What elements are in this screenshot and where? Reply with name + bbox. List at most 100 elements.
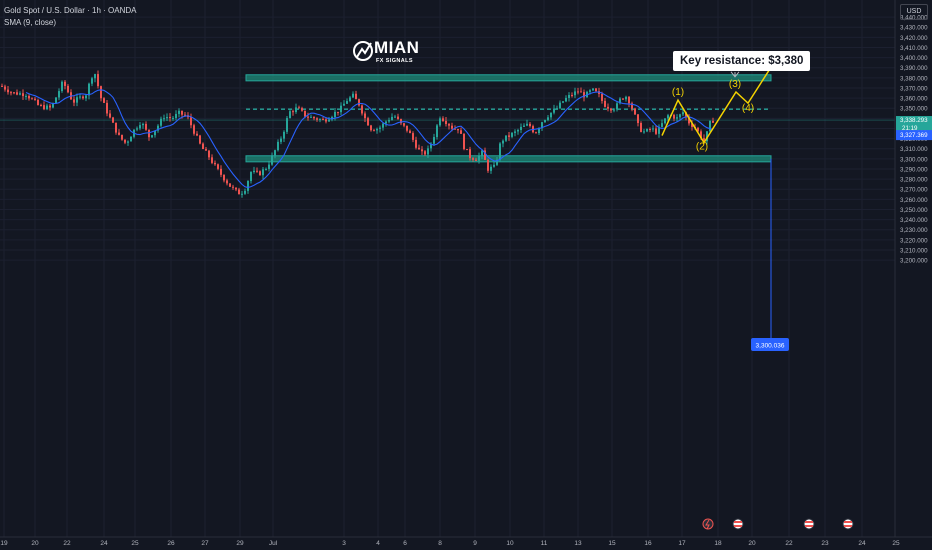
candle-up	[328, 119, 330, 122]
economic-event-flag-icon[interactable]	[842, 518, 854, 530]
candle-up	[247, 181, 249, 191]
flag-stripe	[844, 525, 852, 527]
candle-up	[136, 128, 138, 130]
sma-price-tag	[896, 130, 932, 141]
candle-up	[382, 123, 384, 128]
candle-up	[343, 103, 345, 106]
candle-down	[304, 110, 306, 117]
candle-down	[193, 125, 195, 134]
candle-up	[175, 113, 177, 119]
price-tick-label: 3,400.000	[900, 55, 928, 62]
candle-up	[706, 131, 708, 142]
candle-down	[43, 105, 45, 110]
candle-down	[415, 139, 417, 148]
candle-down	[703, 138, 705, 142]
currency-button[interactable]: USD	[900, 4, 928, 20]
candle-up	[295, 107, 297, 113]
candle-up	[163, 118, 165, 120]
candle-down	[337, 111, 339, 113]
candle-up	[646, 129, 648, 132]
price-tick-label: 3,270.000	[900, 187, 928, 194]
candle-up	[166, 117, 168, 119]
candle-down	[457, 128, 459, 131]
candle-down	[655, 128, 657, 134]
candle-up	[352, 93, 354, 98]
candle-down	[640, 123, 642, 132]
candle-up	[652, 128, 654, 130]
candle-down	[448, 124, 450, 126]
candle-up	[538, 128, 540, 134]
candle-down	[169, 117, 171, 119]
candle-down	[73, 99, 75, 103]
candle-up	[142, 123, 144, 126]
candle-up	[559, 102, 561, 109]
candle-down	[181, 110, 183, 115]
time-tick-label: 27	[201, 540, 209, 547]
candle-down	[148, 129, 150, 138]
candle-down	[577, 91, 579, 93]
candle-down	[472, 158, 474, 160]
economic-event-flag-icon[interactable]	[732, 518, 744, 530]
candle-down	[622, 98, 624, 100]
wave-label-4: (4)	[742, 103, 754, 114]
candle-down	[28, 95, 30, 99]
candle-down	[373, 130, 375, 132]
candle-up	[85, 95, 87, 99]
candle-down	[361, 105, 363, 114]
last-price-tag	[896, 116, 932, 134]
price-tick-label: 3,310.000	[900, 146, 928, 153]
candle-down	[232, 186, 234, 188]
candle-up	[520, 126, 522, 131]
callout-arrowhead-icon	[730, 71, 740, 78]
price-tick-label: 3,360.000	[900, 96, 928, 103]
time-tick-label: 9	[473, 540, 477, 547]
candle-up	[154, 130, 156, 136]
logo-emblem-icon	[353, 41, 373, 61]
candle-down	[637, 114, 639, 124]
candle-down	[199, 135, 201, 144]
time-tick-label: 13	[574, 540, 582, 547]
price-axis-bg	[895, 0, 932, 550]
candle-up	[547, 117, 549, 120]
candle-down	[301, 108, 303, 111]
candle-up	[178, 110, 180, 114]
price-tick-label: 3,290.000	[900, 166, 928, 173]
price-axis: 3,200.000 3,210.000 3,220.000 3,230.000 3,24…	[894, 0, 932, 550]
earnings-event-icon[interactable]	[702, 518, 714, 530]
economic-event-flag-icon[interactable]	[803, 518, 815, 530]
flag-stripe	[844, 521, 852, 523]
candle-up	[388, 120, 390, 122]
candle-down	[535, 132, 537, 134]
candle-up	[25, 95, 27, 97]
candle-down	[475, 159, 477, 161]
indicator-legend[interactable]: SMA (9, close)	[4, 18, 57, 27]
candle-up	[625, 96, 627, 100]
support-price-tag	[751, 338, 789, 351]
candle-down	[118, 132, 120, 135]
candle-down	[688, 116, 690, 124]
price-tick-label: 3,200.000	[900, 258, 928, 265]
candle-up	[643, 131, 645, 133]
candle-down	[406, 125, 408, 131]
candle-up	[286, 118, 288, 132]
candle-up	[511, 132, 513, 137]
candle-up	[514, 131, 516, 133]
candle-up	[391, 116, 393, 121]
price-tick-label: 3,210.000	[900, 247, 928, 254]
candle-down	[313, 116, 315, 119]
candle-up	[46, 105, 48, 110]
candle-up	[592, 88, 594, 91]
candle-up	[253, 170, 255, 173]
candle-up	[262, 169, 264, 176]
price-tick-label: 3,230.000	[900, 227, 928, 234]
candle-up	[52, 103, 54, 108]
time-tick-label: 3	[342, 540, 346, 547]
candle-down	[40, 104, 42, 106]
candle-down	[229, 183, 231, 187]
candle-up	[289, 111, 291, 119]
candle-up	[139, 125, 141, 129]
candle-up	[349, 97, 351, 102]
candle-up	[589, 90, 591, 92]
candle-down	[103, 98, 105, 103]
